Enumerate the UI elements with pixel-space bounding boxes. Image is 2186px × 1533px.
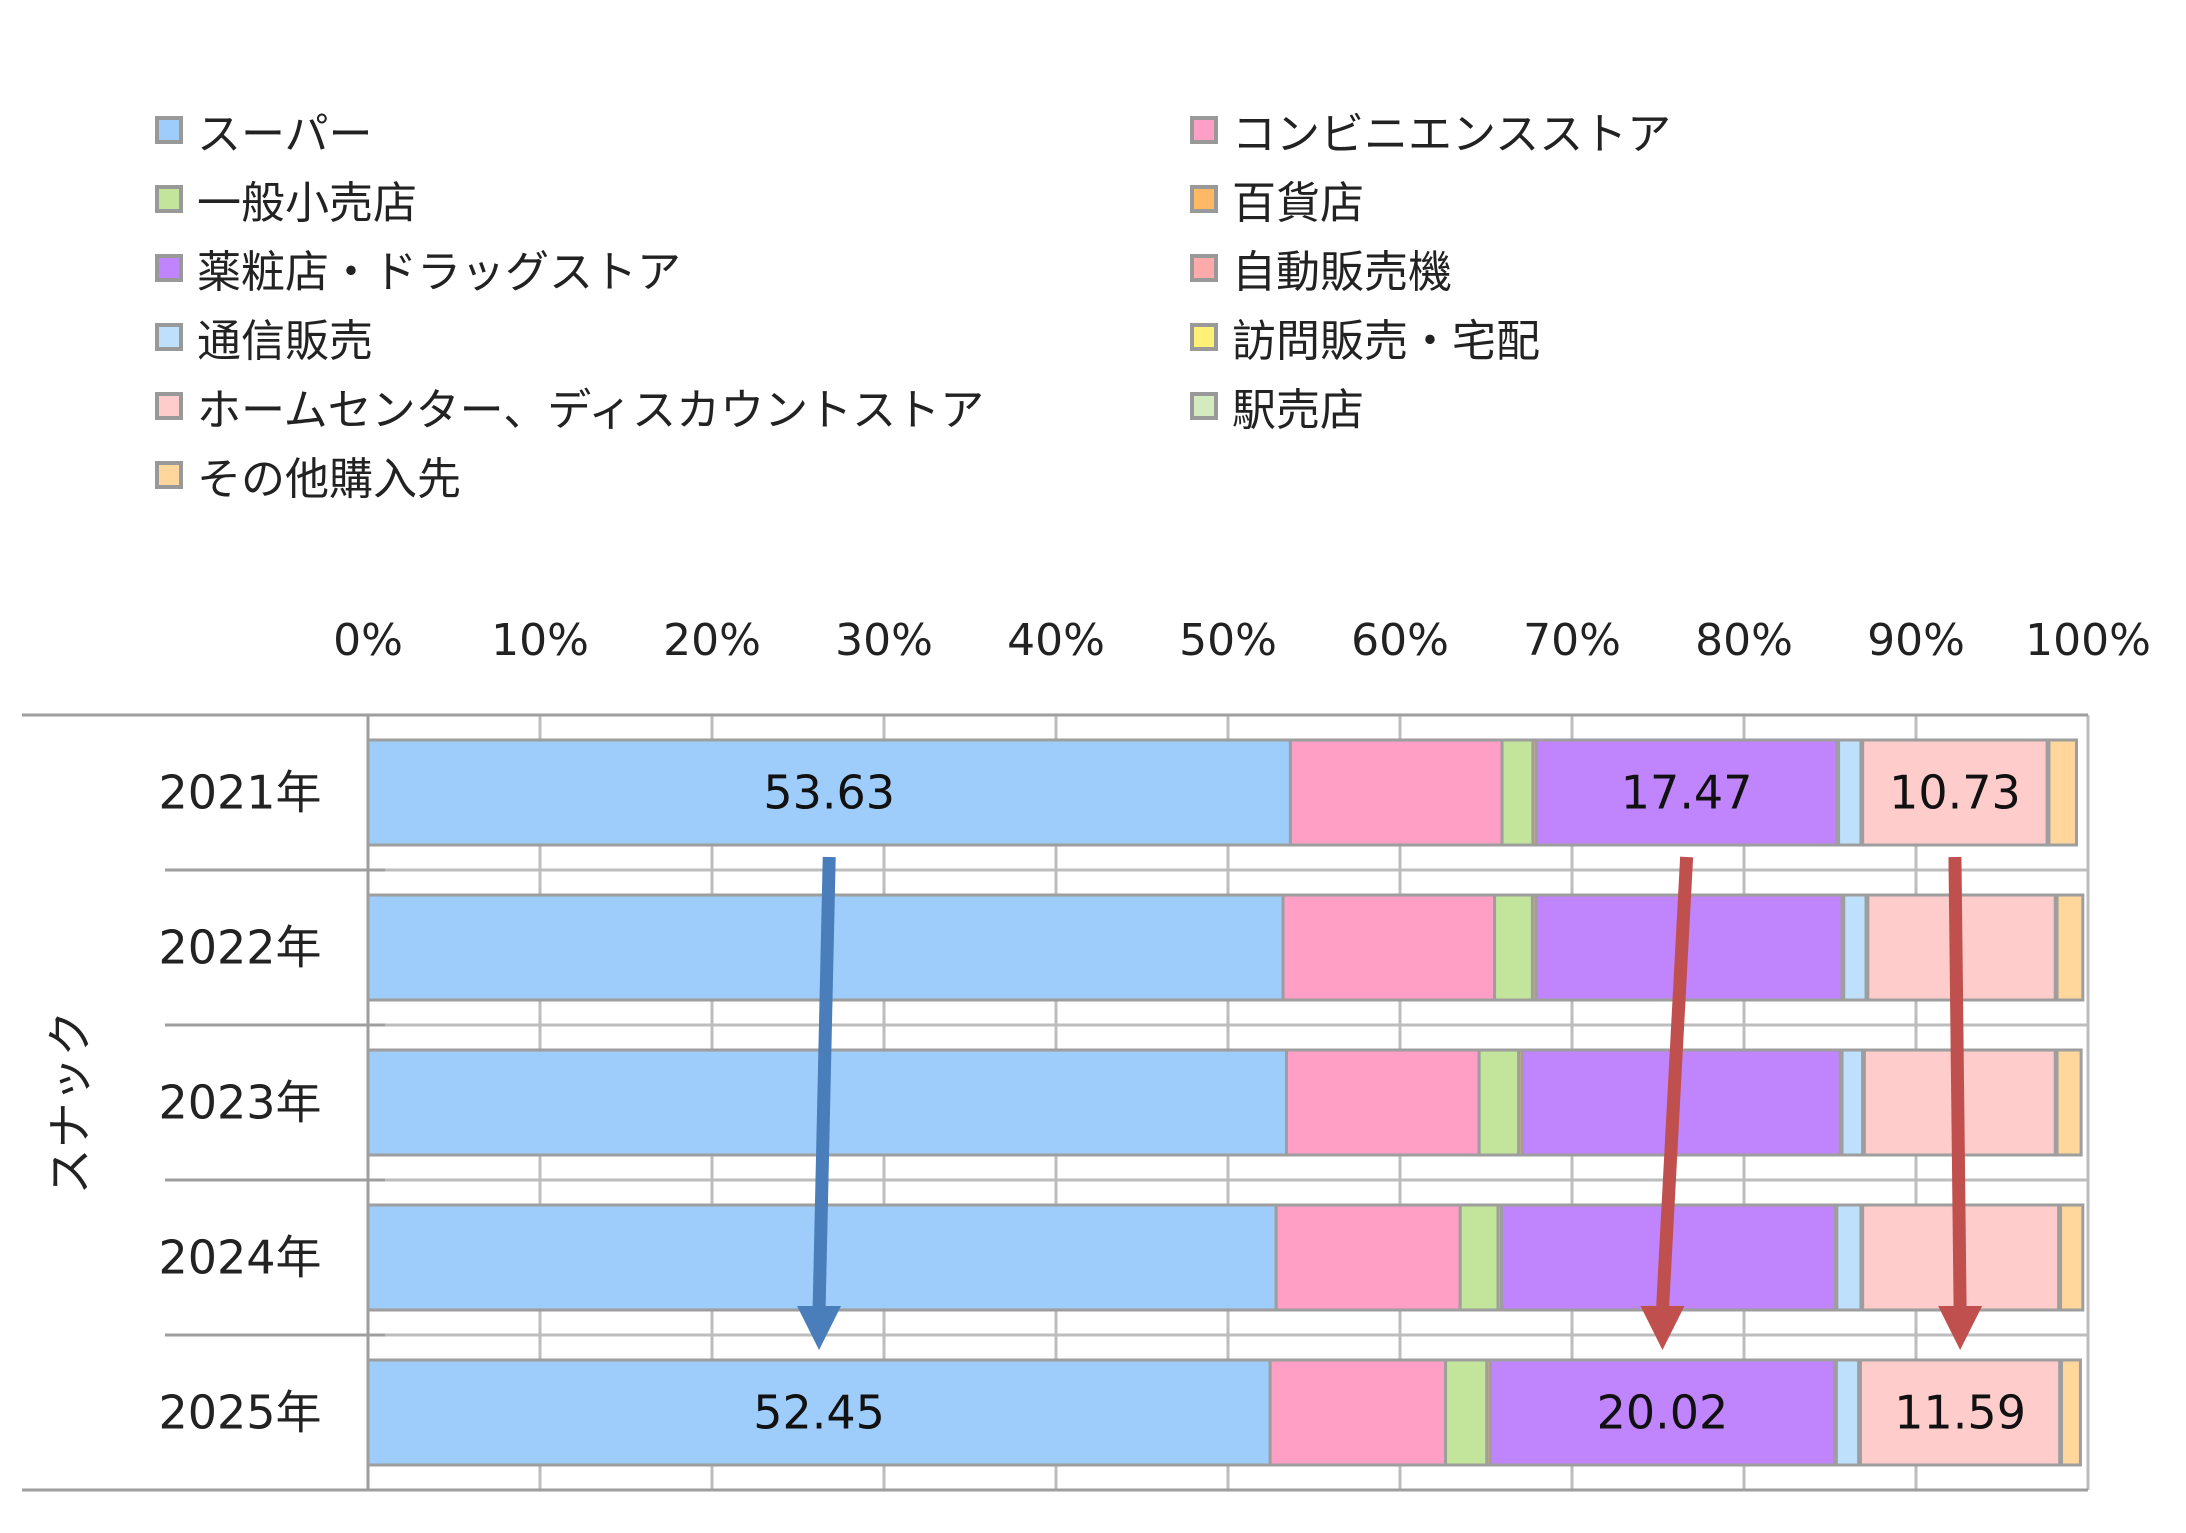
x-tick-label: 100% bbox=[2025, 615, 2151, 666]
bar-segment bbox=[366, 738, 1292, 847]
bar-segment bbox=[1858, 1358, 2062, 1467]
x-tick-label: 80% bbox=[1695, 615, 1793, 666]
bar-segment bbox=[1458, 1203, 1500, 1312]
legend-label: 百貨店 bbox=[1232, 178, 1364, 229]
x-tick-label: 40% bbox=[1007, 615, 1105, 666]
x-tick-label: 90% bbox=[1867, 615, 1965, 666]
data-label: 11.59 bbox=[1894, 1386, 2026, 1440]
legend-item: 訪問販売・宅配 bbox=[1190, 307, 1540, 367]
legend-swatch bbox=[1190, 254, 1218, 282]
category-label: 2021年 bbox=[158, 766, 321, 820]
data-label: 53.63 bbox=[763, 766, 895, 820]
bar-segment bbox=[1837, 738, 1863, 847]
legend-item: コンビニエンスストア bbox=[1190, 100, 1671, 160]
legend-swatch bbox=[155, 254, 183, 282]
legend-item: 薬粧店・ドラッグストア bbox=[155, 238, 681, 298]
legend-label: 一般小売店 bbox=[197, 178, 417, 229]
legend-item: 百貨店 bbox=[1190, 169, 1364, 229]
data-label: 10.73 bbox=[1889, 766, 2021, 820]
bar-segment bbox=[1834, 1358, 1861, 1467]
data-label: 52.45 bbox=[753, 1386, 885, 1440]
bar-segment bbox=[1284, 1048, 1481, 1157]
legend-swatch bbox=[155, 185, 183, 213]
legend-item: 自動販売機 bbox=[1190, 238, 1452, 298]
category-label: 2025年 bbox=[158, 1386, 321, 1440]
trend-arrow bbox=[1938, 856, 1983, 1350]
bar-segment bbox=[1534, 738, 1839, 847]
legend-label: 駅売店 bbox=[1232, 385, 1364, 436]
bar-segment bbox=[1493, 893, 1534, 1002]
x-tick-label: 70% bbox=[1523, 615, 1621, 666]
x-tick-label: 60% bbox=[1351, 615, 1449, 666]
legend-swatch bbox=[1190, 185, 1218, 213]
bar-segment bbox=[2055, 1048, 2083, 1157]
group-label: スナック bbox=[43, 1011, 97, 1195]
legend-swatch bbox=[155, 461, 183, 489]
bar-segment bbox=[1500, 738, 1535, 847]
category-label: 2024年 bbox=[158, 1231, 321, 1285]
legend-label: コンビニエンスストア bbox=[1232, 109, 1672, 160]
legend-item: 通信販売 bbox=[155, 307, 373, 367]
legend-item: その他購入先 bbox=[155, 445, 461, 505]
legend-swatch bbox=[1190, 392, 1218, 420]
x-tick-label: 10% bbox=[491, 615, 589, 666]
legend-label: 薬粧店・ドラッグストア bbox=[197, 247, 681, 298]
data-label: 20.02 bbox=[1597, 1386, 1729, 1440]
bar-segment bbox=[1281, 893, 1497, 1002]
trend-arrow bbox=[797, 856, 842, 1350]
legend-label: その他購入先 bbox=[197, 454, 461, 505]
legend-label: 通信販売 bbox=[197, 316, 373, 367]
bar-segment bbox=[2058, 1203, 2085, 1312]
legend-label: 訪問販売・宅配 bbox=[1232, 316, 1540, 367]
x-tick-label: 30% bbox=[835, 615, 933, 666]
bar-segment bbox=[1477, 1048, 1521, 1157]
legend-label: 自動販売機 bbox=[1232, 247, 1452, 298]
bar-segment bbox=[1288, 738, 1504, 847]
legend-swatch bbox=[1190, 116, 1218, 144]
x-tick-label: 50% bbox=[1179, 615, 1277, 666]
bar-segment bbox=[1840, 1048, 1865, 1157]
legend-swatch bbox=[1190, 323, 1218, 351]
legend-label: ホームセンター、ディスカウントストア bbox=[197, 385, 985, 436]
bar-segment bbox=[366, 1358, 1272, 1467]
legend-item: ホームセンター、ディスカウントストア bbox=[155, 376, 984, 436]
data-label: 17.47 bbox=[1621, 766, 1753, 820]
category-label: 2023年 bbox=[158, 1076, 321, 1130]
category-label: 2022年 bbox=[158, 921, 321, 975]
bar-segment bbox=[2055, 893, 2085, 1002]
bar-segment bbox=[2060, 1358, 2082, 1467]
bar-segment bbox=[1861, 738, 2049, 847]
bar-segment bbox=[1842, 893, 1868, 1002]
legend-label: スーパー bbox=[197, 109, 373, 160]
x-tick-label: 0% bbox=[333, 615, 403, 666]
bar-segment bbox=[1274, 1203, 1462, 1312]
legend-item: 一般小売店 bbox=[155, 169, 417, 229]
bar-segment bbox=[1268, 1358, 1448, 1467]
bar-segment bbox=[2047, 738, 2078, 847]
x-tick-label: 20% bbox=[663, 615, 761, 666]
trend-arrow bbox=[1640, 856, 1694, 1350]
legend-item: 駅売店 bbox=[1190, 376, 1364, 436]
bar-segment bbox=[1444, 1358, 1489, 1467]
legend-swatch bbox=[155, 116, 183, 144]
legend-swatch bbox=[155, 392, 183, 420]
legend-swatch bbox=[155, 323, 183, 351]
bar-segment bbox=[1835, 1203, 1863, 1312]
legend-item: スーパー bbox=[155, 100, 373, 160]
